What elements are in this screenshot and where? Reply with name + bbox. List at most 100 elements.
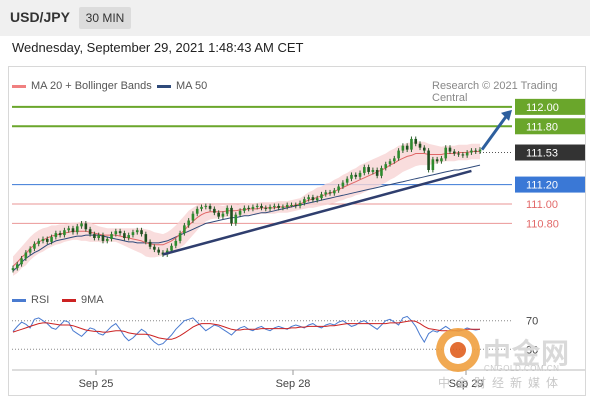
candle-body [84,223,88,230]
candle [470,148,473,155]
chart-frame [8,66,586,396]
legend-ma20-label: MA 20 + Bollinger Bands [31,80,152,92]
candle [88,226,92,237]
candle [204,203,208,210]
candle [354,172,358,180]
candle [191,211,195,223]
candle-body [388,161,392,165]
candle [153,244,156,253]
candle [337,184,340,193]
candle [281,204,285,211]
forecast-arrow-head-icon [501,109,512,121]
watermark-brand: 中金网 [483,337,571,370]
candle-body [213,208,216,213]
candle-body [28,248,32,253]
chart-datetime: Wednesday, September 29, 2021 1:48:43 AM… [12,40,304,55]
candle-body [67,228,70,231]
candle [15,261,19,271]
candle [307,194,310,202]
level-label-box [515,144,585,161]
candle-body [217,212,220,217]
candle [444,145,448,161]
candle [63,227,66,238]
candle-body [230,207,233,224]
forecast-arrow-shaft [480,112,510,151]
candle [50,234,53,245]
candle-body [393,158,396,162]
legend-rsi-label: RSI [31,294,50,306]
watermark-sub: 中金财经新媒体 [438,376,565,390]
candle-body [465,152,469,156]
candle [127,232,130,241]
candle [328,189,332,196]
candle [431,156,435,173]
candle [315,195,319,203]
candle-body [380,168,383,176]
candle-body [264,207,268,209]
candle [358,170,362,180]
candle [247,205,250,212]
candle [101,232,105,244]
candle [273,203,276,210]
candle-body [341,182,345,187]
candle [225,205,229,217]
candle-body [80,223,83,227]
candle [268,204,272,212]
legend-ma20: MA 20 + Bollinger Bands [12,80,152,92]
candle-body [315,198,319,201]
candle [140,227,143,237]
candle [84,221,88,232]
candle-body [324,192,328,195]
candle-body [427,150,430,170]
level-label: 111.80 [526,121,558,133]
candle [440,155,443,164]
candle-body [285,204,289,207]
level-label: 111.53 [526,148,558,160]
candle [110,231,113,242]
candle-body [20,258,23,265]
candle [144,231,148,245]
level-label: 112.00 [526,102,559,114]
candle-body [118,231,122,234]
candle-body [234,214,238,224]
legend-ma50: MA 50 [157,80,207,92]
candle [238,208,242,218]
candle [448,145,452,154]
candle [414,136,418,147]
candle-body [221,213,225,217]
candle [345,176,349,186]
candle-body [101,235,105,241]
candle [427,148,430,173]
candle [217,210,220,220]
candle [405,143,409,153]
legend-9ma: 9MA [62,294,104,306]
candle [311,194,315,203]
candle [371,167,375,175]
candle [452,149,456,156]
candle-body [320,194,323,199]
candle-body [311,197,315,201]
candle [251,204,255,212]
candle-body [358,172,362,177]
candle-body [457,153,460,155]
candles [11,136,482,273]
candle [41,236,45,244]
candle [457,151,460,157]
candle [264,205,268,212]
candle [298,200,302,209]
candle [384,161,388,171]
timeframe-button[interactable]: 30 MIN [79,7,131,29]
candle-body [260,205,263,208]
candle [67,225,70,233]
candle [71,225,75,235]
candle [195,206,199,217]
level-label: 110.80 [526,218,559,230]
candle-body [440,158,443,162]
candle [234,212,238,226]
candle-body [11,268,15,271]
candle [260,203,263,211]
candle-body [127,235,130,238]
candle [75,223,79,235]
candle [435,156,439,164]
candle [418,141,422,151]
